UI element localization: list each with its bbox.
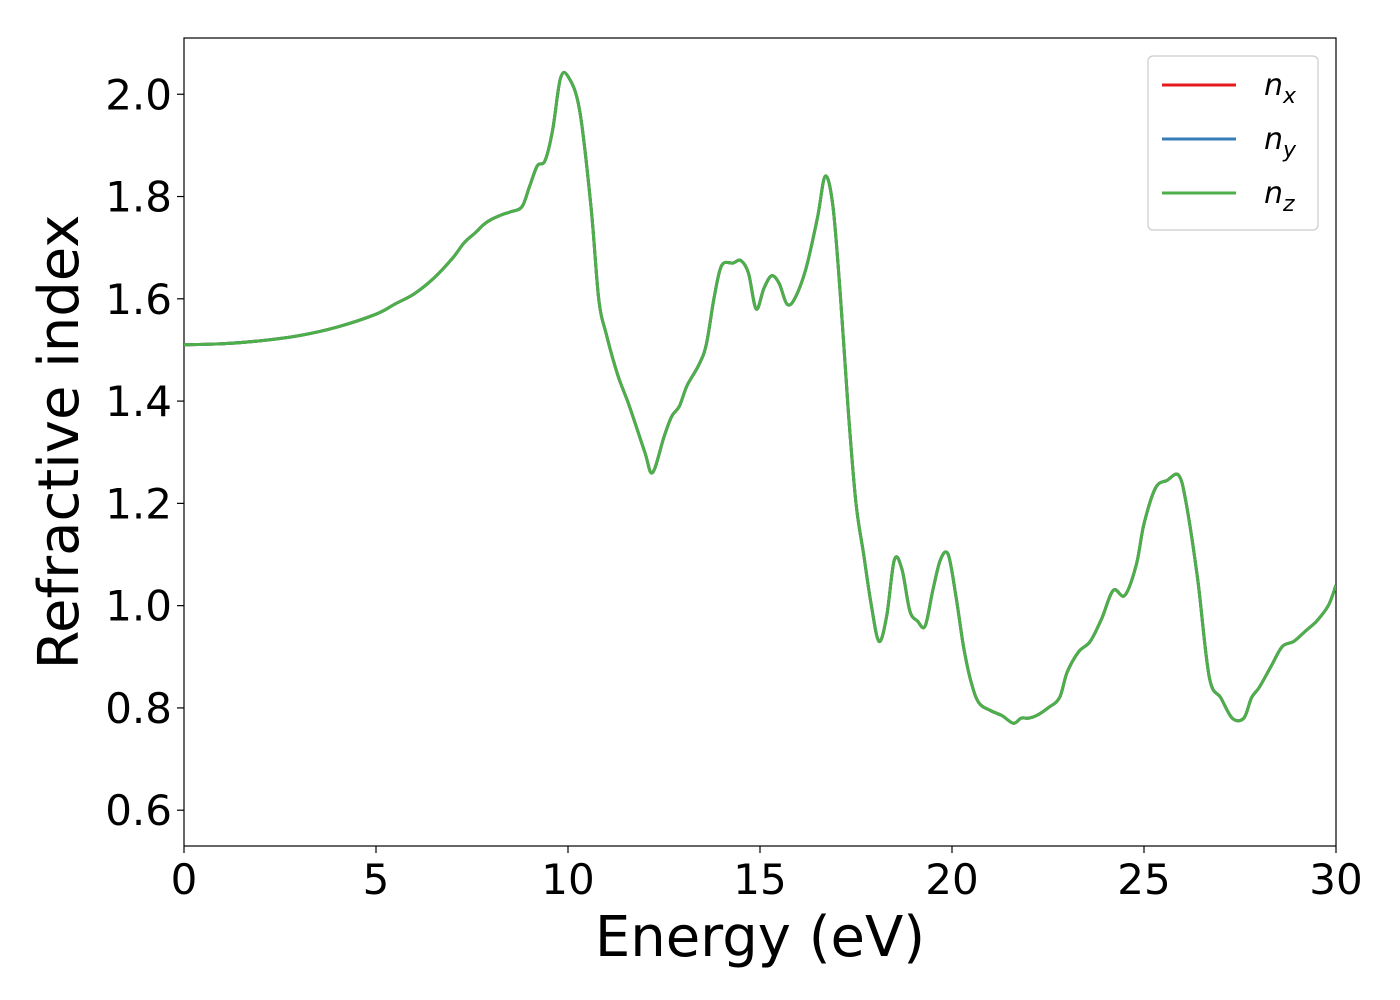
series-layer xyxy=(184,70,1336,725)
x-tick-label: 25 xyxy=(1117,855,1170,904)
x-axis-title: Energy (eV) xyxy=(595,905,925,970)
y-tick-label: 1.2 xyxy=(105,479,172,528)
x-tick-label: 30 xyxy=(1309,855,1362,904)
y-axis-ticks: 0.6 0.8 1.0 1.2 1.4 1.6 1.8 2.0 xyxy=(105,70,184,835)
y-tick-label: 1.4 xyxy=(105,377,172,426)
legend-box xyxy=(1147,55,1319,231)
x-axis-ticks: 0 5 10 15 20 25 30 xyxy=(171,846,1363,904)
y-tick-label: 1.6 xyxy=(105,275,172,324)
x-tick-label: 0 xyxy=(171,855,198,904)
series-line-z xyxy=(184,70,1336,725)
y-tick-label: 0.8 xyxy=(105,684,172,733)
y-tick-label: 1.8 xyxy=(105,173,172,222)
x-tick-label: 10 xyxy=(541,855,594,904)
y-tick-label: 1.0 xyxy=(105,582,172,631)
y-tick-label: 0.6 xyxy=(105,786,172,835)
y-tick-label: 2.0 xyxy=(105,70,172,119)
x-tick-label: 5 xyxy=(363,855,390,904)
x-tick-label: 15 xyxy=(733,855,786,904)
y-axis-title: Refractive index xyxy=(27,215,92,670)
x-tick-label: 20 xyxy=(925,855,978,904)
